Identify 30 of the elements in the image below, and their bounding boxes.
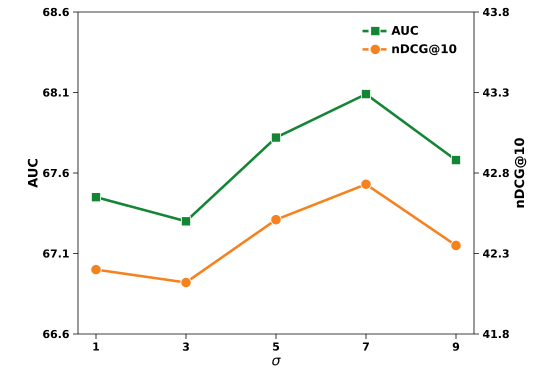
x-tick-label: 7	[362, 342, 369, 351]
y-axis-title: AUC	[28, 159, 38, 188]
y-tick-label: 68.6	[43, 8, 69, 16]
point	[91, 192, 101, 202]
y2-tick-label: 41.8	[483, 330, 509, 338]
y2-tick-label: 42.3	[483, 249, 509, 258]
point	[90, 264, 102, 276]
legend-label: AUC	[391, 26, 418, 35]
y2-axis-title: nDCG@10	[514, 138, 526, 208]
x-tick-label: 3	[182, 342, 189, 351]
point	[180, 276, 192, 288]
point	[451, 155, 461, 166]
y-tick-label: 67.1	[43, 249, 69, 258]
point	[181, 216, 191, 226]
point	[270, 214, 282, 226]
x-tick-label: 9	[452, 342, 460, 351]
point	[450, 240, 462, 252]
y2-tick-label: 43.3	[483, 88, 509, 97]
legend-label: nDCG@10	[392, 44, 456, 56]
y-tick-label: 66.6	[43, 330, 69, 338]
x-axis-title: σ	[272, 358, 281, 366]
x-tick-label: 1	[93, 342, 100, 351]
y2-tick-label: 42.8	[483, 168, 509, 178]
y-tick-label: 67.6	[43, 168, 69, 178]
x-tick-label: 5	[273, 342, 280, 351]
point	[361, 89, 371, 100]
point	[271, 132, 281, 143]
y2-tick-label: 43.8	[483, 8, 509, 16]
y-tick-label: 68.1	[43, 88, 69, 97]
point	[360, 178, 372, 190]
